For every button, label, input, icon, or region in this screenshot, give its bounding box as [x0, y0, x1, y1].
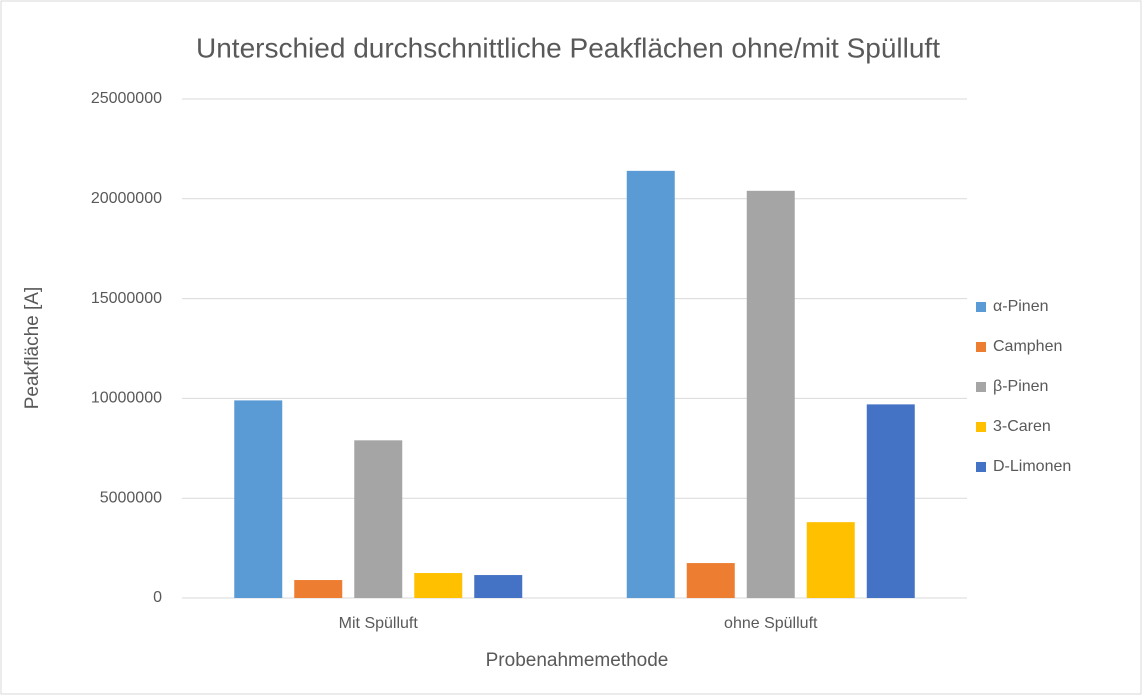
legend-swatch: [976, 342, 986, 352]
legend-label: D-Limonen: [993, 458, 1071, 475]
y-axis-title: Peakfläche [A]: [22, 287, 43, 410]
y-tick-label: 5000000: [100, 489, 162, 506]
bar: [806, 522, 855, 598]
chart-title: Unterschied durchschnittliche Peakfläche…: [196, 32, 940, 63]
bar: [354, 440, 403, 598]
bar: [474, 575, 523, 598]
bar: [866, 404, 915, 598]
y-tick-label: 15000000: [91, 290, 162, 307]
y-tick-label: 25000000: [91, 90, 162, 107]
legend-swatch: [976, 462, 986, 472]
bar: [234, 400, 283, 598]
legend-swatch: [976, 382, 986, 392]
legend-label: α-Pinen: [993, 298, 1049, 315]
bar: [294, 580, 343, 598]
bar: [686, 563, 735, 598]
legend-swatch: [976, 422, 986, 432]
y-tick-label: 10000000: [91, 390, 162, 407]
bar: [414, 573, 463, 598]
legend-swatch: [976, 302, 986, 312]
legend-label: 3-Caren: [993, 418, 1051, 435]
bar: [746, 190, 795, 599]
legend-label: β-Pinen: [993, 378, 1048, 395]
y-tick-label: 0: [153, 589, 162, 606]
y-tick-label: 20000000: [91, 190, 162, 207]
x-axis-title: Probenahmemethode: [486, 650, 669, 671]
x-tick-label: ohne Spülluft: [724, 615, 818, 632]
x-tick-label: Mit Spülluft: [339, 615, 419, 632]
legend-label: Camphen: [993, 338, 1062, 355]
bar: [626, 170, 675, 598]
